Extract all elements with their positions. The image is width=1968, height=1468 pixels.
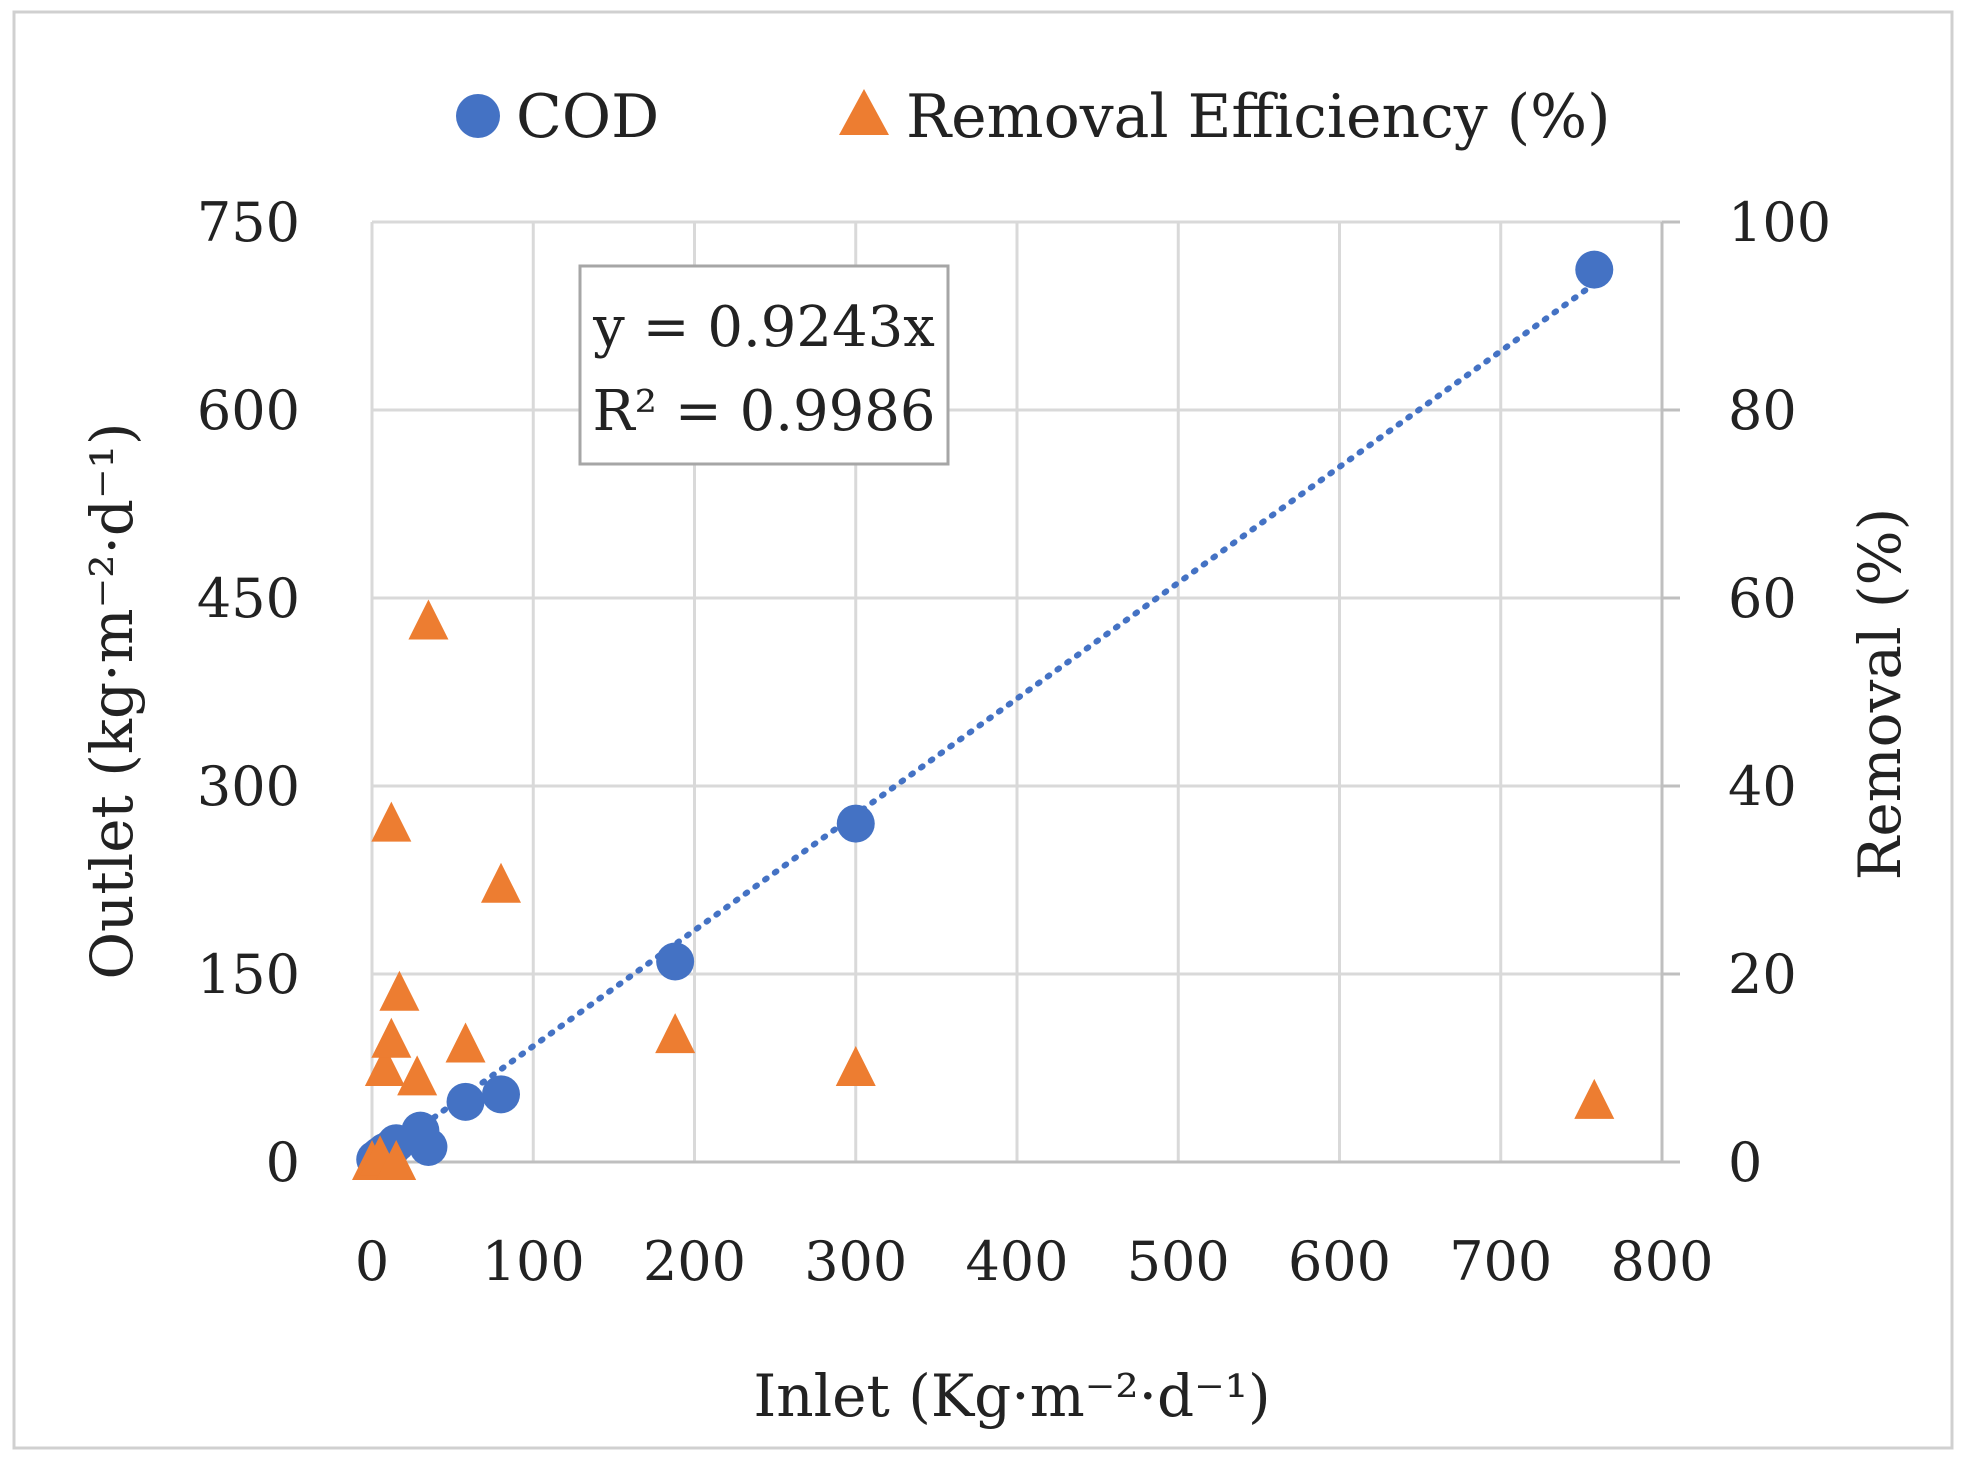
removal-point xyxy=(1574,1078,1615,1119)
removal-point xyxy=(376,1140,417,1180)
removal-point xyxy=(379,970,420,1011)
y-right-tick-label: 20 xyxy=(1728,943,1797,1006)
cod-point xyxy=(836,804,875,843)
y-right-tick-label: 40 xyxy=(1728,755,1797,818)
x-tick-label: 200 xyxy=(643,1230,746,1293)
x-tick-label: 0 xyxy=(355,1230,389,1293)
y-right-tick-label: 100 xyxy=(1728,191,1831,254)
cod-point xyxy=(409,1127,448,1166)
y-left-tick-label: 150 xyxy=(197,943,300,1006)
y-right-tick-label: 80 xyxy=(1728,379,1797,442)
axes: 0 150 300 450 600 750 0 20 40 60 80 100 0 100 200 300 40… xyxy=(197,191,1831,1293)
y-left-tick-label: 600 xyxy=(197,379,300,442)
trendline-equation: y = 0.9243x xyxy=(592,295,935,360)
trendline-r-squared: R² = 0.9986 xyxy=(592,379,935,444)
removal-point xyxy=(481,862,521,903)
y-left-tick-label: 450 xyxy=(197,567,300,630)
removal-point xyxy=(371,801,412,842)
removal-point xyxy=(371,1017,412,1058)
x-tick-label: 100 xyxy=(482,1230,585,1293)
cod-point xyxy=(656,942,695,981)
y-right-tick-label: 60 xyxy=(1728,567,1797,630)
removal-point xyxy=(655,1013,696,1054)
cod-point xyxy=(1575,250,1614,289)
x-axis-title: Inlet (Kg·m⁻²·d⁻¹) xyxy=(753,1362,1270,1430)
removal-point xyxy=(397,1055,438,1096)
legend-removal-marker xyxy=(839,89,889,135)
legend-cod-marker xyxy=(456,94,500,138)
cod-point xyxy=(482,1075,520,1114)
y-axis-left-title: Outlet (kg·m⁻²·d⁻¹) xyxy=(78,422,146,979)
y-left-tick-label: 300 xyxy=(197,755,300,818)
removal-point xyxy=(835,1046,876,1086)
x-tick-label: 500 xyxy=(1127,1230,1230,1293)
trendline-equation-box: y = 0.9243x R² = 0.9986 xyxy=(578,264,950,466)
x-tick-label: 300 xyxy=(804,1230,907,1293)
removal-point xyxy=(445,1022,486,1063)
removal-point xyxy=(408,599,449,640)
removal-point xyxy=(364,1046,405,1086)
y-axis-right-title: Removal (%) xyxy=(1846,508,1914,881)
cod-trendline xyxy=(372,280,1598,1163)
equation-box-border xyxy=(578,264,950,466)
legend-cod-label: COD xyxy=(516,82,659,152)
y-right-tick-label: 0 xyxy=(1728,1131,1762,1194)
legend-removal-label: Removal Efficiency (%) xyxy=(906,82,1611,152)
x-tick-label: 400 xyxy=(965,1230,1068,1293)
y-left-tick-label: 0 xyxy=(266,1131,300,1194)
chart-frame xyxy=(12,10,1954,1450)
x-tick-label: 600 xyxy=(1288,1230,1391,1293)
x-tick-label: 700 xyxy=(1449,1230,1552,1293)
legend: COD Removal Efficiency (%) xyxy=(456,82,1611,152)
x-tick-label: 800 xyxy=(1610,1230,1713,1293)
data-series xyxy=(352,250,1615,1180)
y-left-tick-label: 750 xyxy=(197,191,300,254)
trendline xyxy=(372,280,1598,1163)
cod-point xyxy=(446,1082,485,1121)
